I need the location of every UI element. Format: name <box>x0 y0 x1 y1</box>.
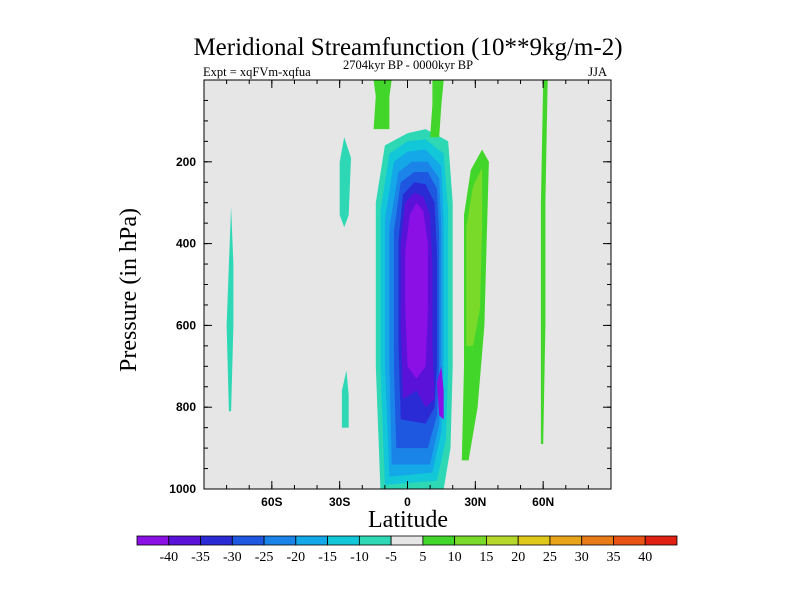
axis-ticks: 200 400 600 800 1000 60S 30S 0 30N 60N <box>169 79 612 509</box>
colorbar-label: -40 <box>159 550 178 565</box>
colorbar-label: -30 <box>223 550 242 565</box>
colorbar-swatch <box>454 535 487 546</box>
y-tick-label: 600 <box>176 318 196 332</box>
colorbar-swatch <box>263 535 297 546</box>
colorbar-label: 10 <box>448 550 462 565</box>
colorbar-swatch <box>358 535 392 546</box>
contour-nh-upper-strip-b <box>430 80 444 138</box>
colorbar-swatch <box>486 535 519 546</box>
colorbar: -40 -35 -30 -25 -20 -15 -10 -5 5 10 15 20 25 30 35 40 <box>136 535 678 565</box>
colorbar-label: 25 <box>543 550 557 565</box>
colorbar-swatch <box>422 535 456 546</box>
y-axis-title: Pressure (in hPa) <box>116 208 142 372</box>
colorbar-swatch <box>390 535 424 546</box>
contour-nh-upper-strip <box>373 80 392 130</box>
plot-area: 200 400 600 800 1000 60S 30S 0 30N 60N <box>169 79 612 509</box>
period-label: 2704kyr BP - 0000kyr BP <box>343 58 473 72</box>
x-tick-label: 30S <box>329 495 350 509</box>
colorbar-label: -35 <box>191 550 210 565</box>
x-tick-label: 60S <box>261 495 282 509</box>
colorbar-label: 15 <box>479 550 493 565</box>
x-tick-label: 0 <box>404 495 411 509</box>
y-tick-label: 800 <box>176 400 196 414</box>
colorbar-swatch <box>613 535 646 546</box>
season-label: JJA <box>588 65 607 79</box>
colorbar-label: -25 <box>255 550 274 565</box>
colorbar-swatch <box>549 535 583 546</box>
colorbar-label: 35 <box>607 550 621 565</box>
colorbar-swatch <box>644 535 678 546</box>
contour-sh-tropics-cell <box>405 202 428 379</box>
colorbar-label: -15 <box>318 550 337 565</box>
contour-nh-polar-band <box>540 80 548 444</box>
colorbar-swatch <box>581 535 614 546</box>
x-tick-label: 30N <box>464 495 486 509</box>
contour-sh-midlat-upper <box>339 137 351 228</box>
colorbar-label: -10 <box>350 550 369 565</box>
colorbar-label: 30 <box>575 550 589 565</box>
expt-label: Expt = xqFVm-xqfua <box>203 65 311 79</box>
colorbar-swatch <box>200 535 233 546</box>
colorbar-swatch <box>136 535 170 546</box>
colorbar-label: -20 <box>286 550 305 565</box>
colorbar-swatch <box>327 535 360 546</box>
x-axis-title: Latitude <box>368 507 448 533</box>
contour-fills <box>226 80 548 489</box>
colorbar-label: 5 <box>419 550 426 565</box>
colorbar-swatch <box>295 535 328 546</box>
y-tick-label: 200 <box>176 155 196 169</box>
y-tick-label: 1000 <box>169 482 196 496</box>
chart-title: Meridional Streamfunction (10**9kg/m-2) <box>193 34 622 61</box>
colorbar-swatch <box>168 535 201 546</box>
x-tick-label: 60N <box>532 495 554 509</box>
contour-sh-midlat-lower <box>341 370 349 428</box>
colorbar-label: 40 <box>638 550 652 565</box>
colorbar-swatch <box>517 535 551 546</box>
contour-sh-minimum-lower <box>436 366 444 420</box>
colorbar-swatch <box>231 535 265 546</box>
colorbar-label: -5 <box>385 550 397 565</box>
contour-sh-polar-strip <box>226 206 234 412</box>
y-tick-label: 400 <box>176 237 196 251</box>
colorbar-label: 20 <box>511 550 525 565</box>
contour-nh-subtropical-cell <box>466 167 483 346</box>
